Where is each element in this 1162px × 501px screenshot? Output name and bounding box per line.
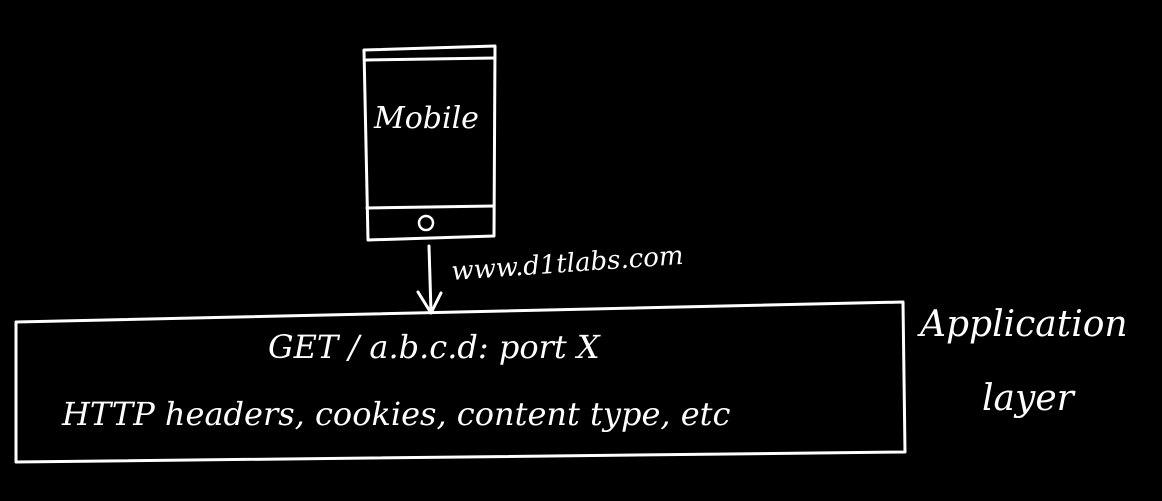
- request-arrow: www.d1tlabs.com: [416, 241, 684, 315]
- phone-body: [362, 44, 497, 242]
- mobile-label: Mobile: [373, 101, 479, 136]
- arrow-shaft: [427, 244, 433, 314]
- home-button-icon: [417, 214, 435, 232]
- phone-bottom-bezel: [365, 204, 496, 210]
- request-box: [14, 300, 907, 464]
- request-line: GET / a.b.c.d: port X: [268, 328, 601, 366]
- headers-line: HTTP headers, cookies, content type, etc: [61, 395, 731, 433]
- layer-label-line1: Application: [917, 304, 1128, 345]
- phone-top-bezel: [364, 56, 497, 62]
- mobile-phone: Mobile: [362, 44, 497, 242]
- layer-label-line2: layer: [982, 378, 1076, 419]
- layer-label: Application layer: [917, 304, 1128, 419]
- url-label: www.d1tlabs.com: [450, 241, 684, 287]
- application-layer-box: GET / a.b.c.d: port X HTTP headers, cook…: [14, 300, 907, 464]
